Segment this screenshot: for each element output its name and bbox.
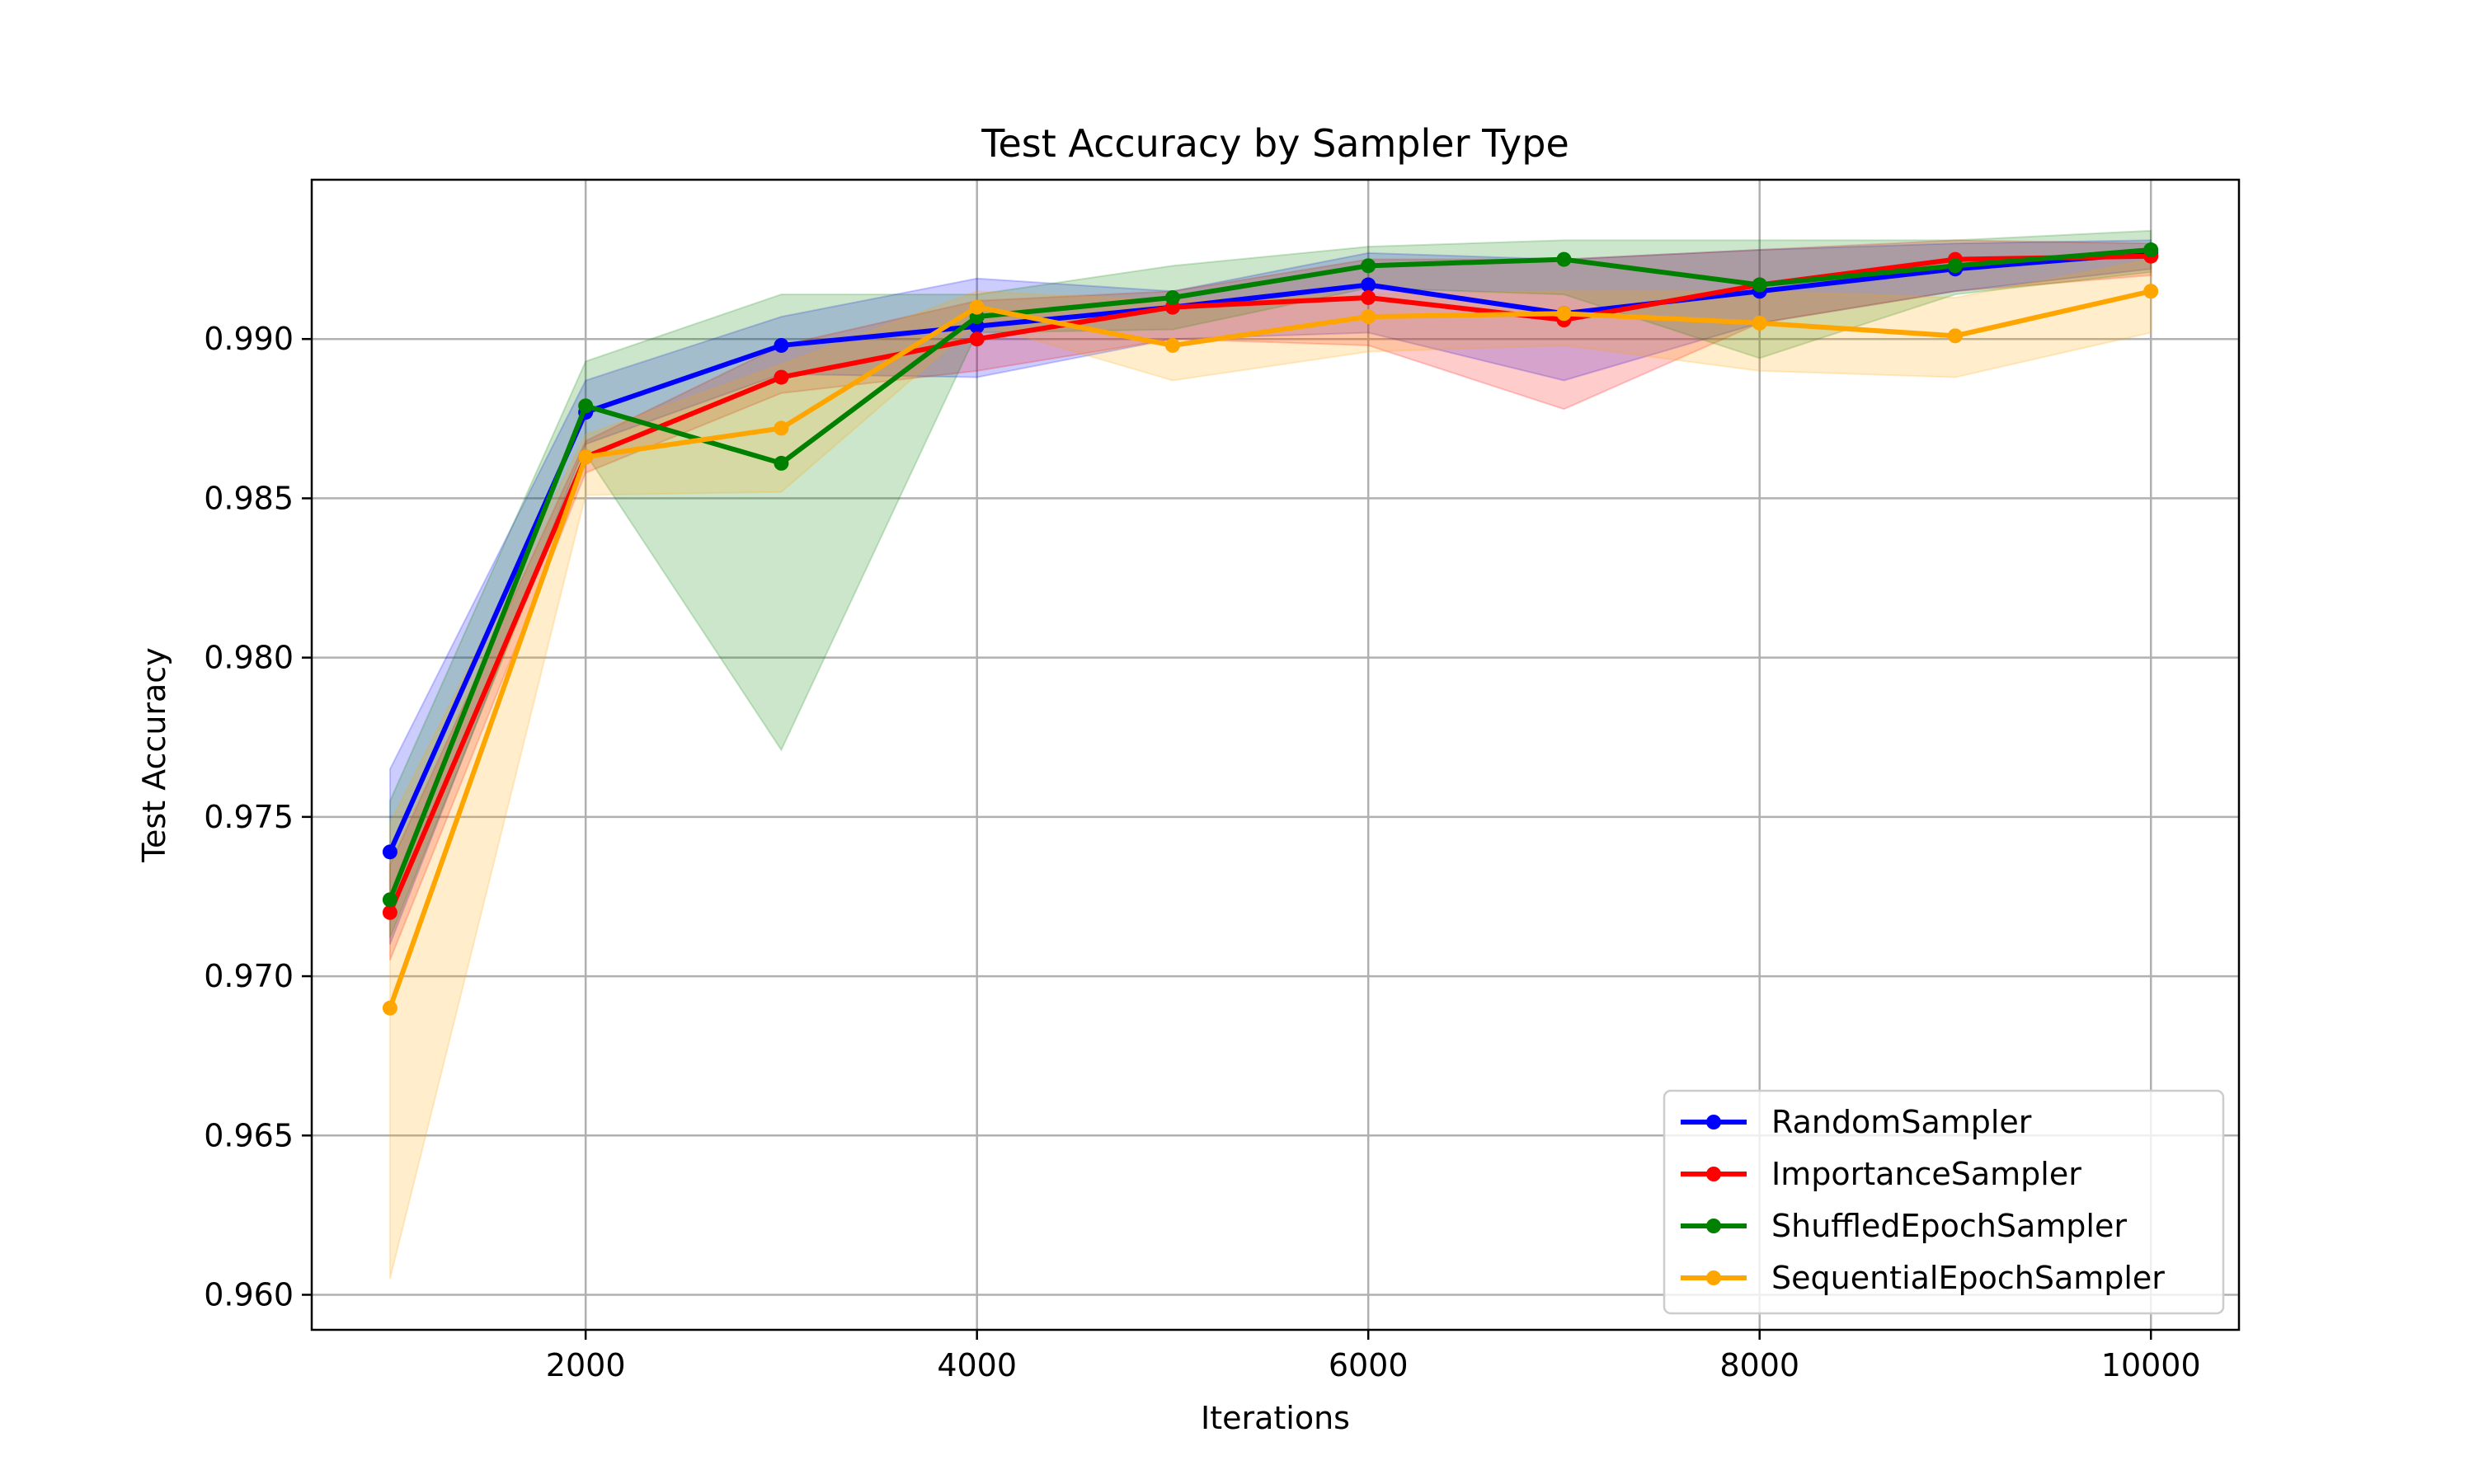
legend-swatch-marker xyxy=(1706,1219,1721,1233)
chart-title: Test Accuracy by Sampler Type xyxy=(981,121,1569,166)
point-sequentialepochsampler xyxy=(1752,315,1767,331)
point-shuffledepochsampler xyxy=(578,398,594,414)
y-tick-label: 0.980 xyxy=(204,640,294,676)
point-shuffledepochsampler xyxy=(1556,251,1572,267)
legend-label: ImportanceSampler xyxy=(1771,1156,2081,1192)
point-importancesampler xyxy=(774,369,789,385)
point-sequentialepochsampler xyxy=(1947,328,1963,344)
x-tick-label: 10000 xyxy=(2101,1347,2201,1383)
confidence-bands xyxy=(388,229,2152,1280)
line-sequentialepochsampler xyxy=(388,289,2152,1009)
y-tick-label: 0.990 xyxy=(204,321,294,357)
legend: RandomSampler ImportanceSampler ShuffledEp… xyxy=(1663,1089,2225,1315)
point-shuffledepochsampler xyxy=(1164,289,1180,305)
point-shuffledepochsampler xyxy=(1947,258,1963,274)
point-randomsampler xyxy=(774,337,789,353)
point-sequentialepochsampler xyxy=(969,299,985,315)
legend-swatch-marker xyxy=(1706,1115,1721,1129)
band-shuffledepochsampler xyxy=(388,229,2152,939)
y-tick-label: 0.960 xyxy=(204,1276,294,1313)
y-axis-label: Test Accuracy xyxy=(136,647,172,862)
point-importancesampler xyxy=(1361,289,1376,305)
y-tick-label: 0.970 xyxy=(204,958,294,994)
y-tick-label: 0.965 xyxy=(204,1117,294,1153)
band-randomsampler xyxy=(388,239,2152,945)
legend-label: SequentialEpochSampler xyxy=(1771,1260,2165,1296)
plot-frame xyxy=(310,178,2241,1331)
point-sequentialepochsampler xyxy=(1361,309,1376,325)
y-tick-label: 0.975 xyxy=(204,799,294,835)
legend-label: ShuffledEpochSampler xyxy=(1771,1208,2127,1244)
point-sequentialepochsampler xyxy=(774,420,789,436)
point-sequentialepochsampler xyxy=(578,449,594,465)
x-axis-label: Iterations xyxy=(1201,1400,1350,1436)
x-tick-label: 8000 xyxy=(1719,1347,1799,1383)
point-shuffledepochsampler xyxy=(382,892,397,908)
point-randomsampler xyxy=(382,844,397,860)
x-tick-label: 2000 xyxy=(546,1347,626,1383)
legend-swatch-marker xyxy=(1706,1270,1721,1285)
point-shuffledepochsampler xyxy=(1361,258,1376,274)
point-randomsampler xyxy=(1361,277,1376,293)
point-importancesampler xyxy=(382,904,397,920)
axis-ticks: 2000 4000 6000 8000 10000 0.960 0.965 0.970 0.97… xyxy=(204,321,2200,1383)
point-shuffledepochsampler xyxy=(2143,242,2159,258)
legend-label: RandomSampler xyxy=(1771,1104,2032,1140)
series-lines xyxy=(382,242,2159,1016)
point-sequentialepochsampler xyxy=(1164,337,1180,353)
point-shuffledepochsampler xyxy=(1752,277,1767,293)
point-importancesampler xyxy=(969,331,985,347)
line-shuffledepochsampler xyxy=(388,247,2152,901)
legend-box xyxy=(1663,1089,2225,1315)
point-sequentialepochsampler xyxy=(1556,306,1572,322)
x-tick-label: 4000 xyxy=(937,1347,1017,1383)
legend-swatch-marker xyxy=(1706,1167,1721,1181)
x-tick-label: 6000 xyxy=(1329,1347,1409,1383)
point-sequentialepochsampler xyxy=(2143,284,2159,299)
point-sequentialepochsampler xyxy=(382,1000,397,1016)
line-importancesampler xyxy=(388,253,2152,913)
y-tick-label: 0.985 xyxy=(204,480,294,516)
line-randomsampler xyxy=(388,250,2152,853)
point-shuffledepochsampler xyxy=(774,455,789,471)
band-sequentialepochsampler xyxy=(388,258,2152,1280)
